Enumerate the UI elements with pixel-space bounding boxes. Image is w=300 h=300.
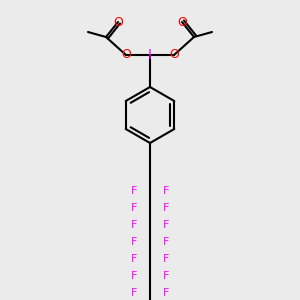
Text: F: F: [163, 254, 169, 264]
Text: F: F: [163, 203, 169, 213]
Text: O: O: [169, 49, 179, 62]
Text: I: I: [148, 48, 152, 62]
Text: F: F: [131, 186, 137, 196]
Text: F: F: [131, 254, 137, 264]
Text: F: F: [163, 186, 169, 196]
Text: O: O: [177, 16, 187, 28]
Text: F: F: [131, 237, 137, 247]
Text: O: O: [121, 49, 131, 62]
Text: F: F: [163, 271, 169, 281]
Text: F: F: [131, 288, 137, 298]
Text: F: F: [163, 237, 169, 247]
Text: F: F: [163, 288, 169, 298]
Text: F: F: [131, 220, 137, 230]
Text: O: O: [113, 16, 123, 28]
Text: F: F: [163, 220, 169, 230]
Text: F: F: [131, 271, 137, 281]
Text: F: F: [131, 203, 137, 213]
